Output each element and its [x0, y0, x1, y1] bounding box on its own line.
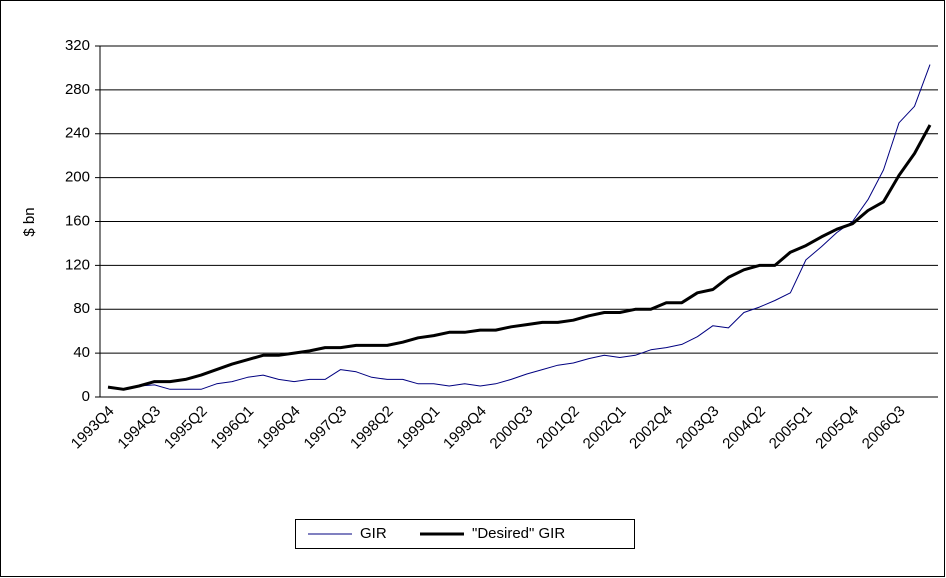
y-tick-label: 280 — [65, 81, 90, 98]
y-tick-label: 320 — [65, 37, 90, 54]
series-line — [107, 64, 931, 390]
legend-label: GIR — [360, 525, 387, 542]
y-tick-label: 80 — [73, 300, 90, 317]
y-tick-label: 40 — [73, 344, 90, 361]
legend-label: "Desired" GIR — [472, 525, 565, 542]
y-tick-label: 240 — [65, 125, 90, 142]
y-tick-label: 0 — [82, 388, 90, 405]
y-axis-label: $ bn — [21, 207, 38, 236]
y-tick-label: 200 — [65, 169, 90, 186]
series-line — [107, 124, 932, 391]
y-tick-label: 160 — [65, 212, 90, 229]
y-tick-label: 120 — [65, 256, 90, 273]
